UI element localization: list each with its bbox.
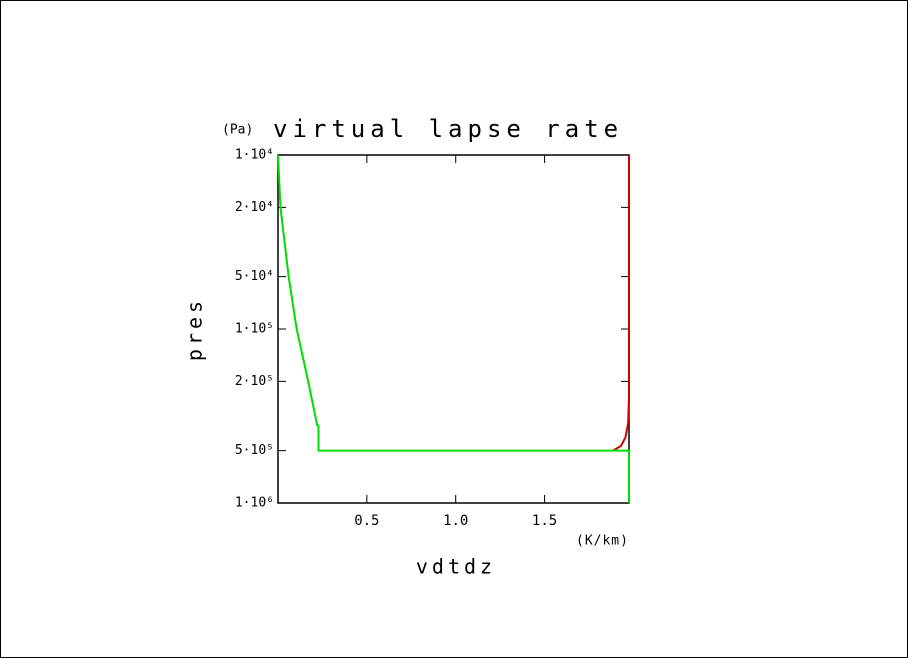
y-axis-label: pres <box>183 297 207 361</box>
y-tick-label: 2·10⁴ <box>235 200 274 215</box>
y-tick-label: 5·10⁵ <box>235 443 274 458</box>
y-unit: (Pa) <box>222 123 253 138</box>
data-line <box>612 155 630 452</box>
y-tick-label: 1·10⁴ <box>235 148 274 163</box>
x-tick-label: 1.5 <box>532 513 557 529</box>
data-line <box>277 154 630 503</box>
y-tick-label: 1·10⁵ <box>235 322 274 337</box>
y-tick-label: 1·10⁶ <box>235 496 274 511</box>
x-axis-label: vdtdz <box>416 555 496 579</box>
y-tick-label: 2·10⁵ <box>235 374 274 389</box>
x-unit: (K/km) <box>576 534 629 549</box>
x-tick-label: 0.5 <box>354 513 379 529</box>
chart-title: virtual lapse rate <box>273 115 623 143</box>
y-tick-label: 5·10⁴ <box>235 269 274 284</box>
x-tick-label: 1.0 <box>443 513 468 529</box>
